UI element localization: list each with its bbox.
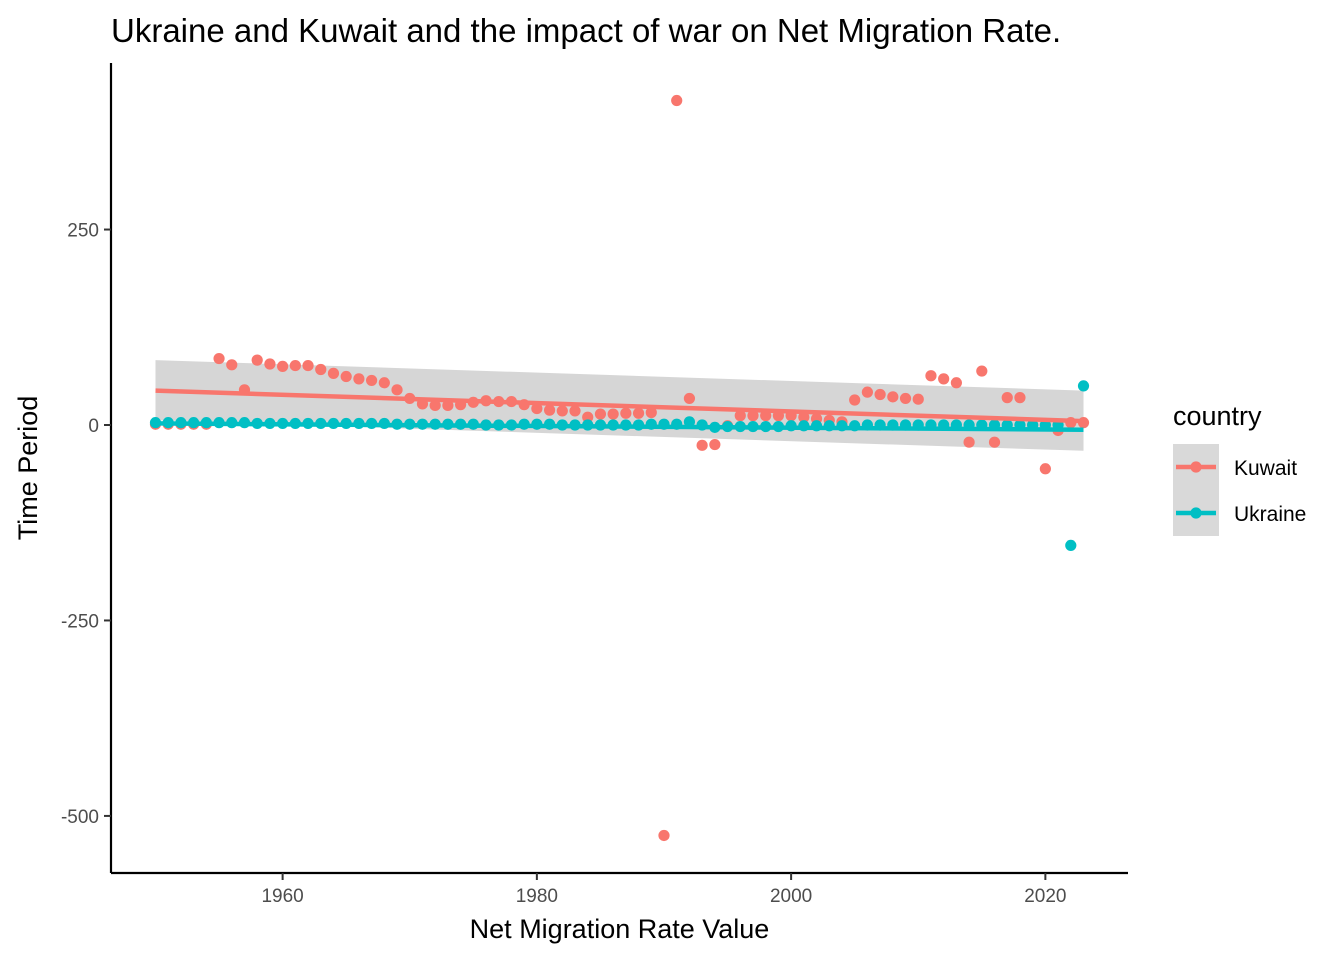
point-kuwait bbox=[671, 94, 683, 107]
point-kuwait bbox=[378, 377, 390, 389]
point-kuwait bbox=[582, 411, 594, 423]
legend-key-background bbox=[1173, 444, 1219, 536]
point-kuwait bbox=[938, 373, 950, 385]
point-kuwait bbox=[251, 354, 263, 366]
point-kuwait bbox=[226, 359, 238, 371]
point-kuwait bbox=[340, 370, 352, 383]
point-kuwait bbox=[556, 405, 568, 417]
legend-title: country bbox=[1173, 401, 1262, 431]
trend-line-kuwait bbox=[155, 388, 1084, 424]
point-kuwait bbox=[912, 393, 924, 405]
point-kuwait bbox=[861, 386, 873, 398]
point-kuwait bbox=[1001, 392, 1013, 404]
y-axis-title: Time Period bbox=[13, 396, 43, 541]
y-tick-label: 250 bbox=[67, 221, 99, 242]
point-kuwait bbox=[874, 388, 886, 401]
point-ukraine bbox=[1077, 380, 1090, 392]
point-kuwait bbox=[264, 358, 276, 370]
point-kuwait bbox=[849, 394, 861, 406]
point-kuwait bbox=[543, 404, 556, 416]
point-kuwait bbox=[213, 352, 225, 365]
point-kuwait bbox=[353, 373, 365, 385]
point-kuwait bbox=[594, 408, 607, 420]
point-kuwait bbox=[289, 359, 301, 372]
x-ticks: 1960 1980 2000 2020 bbox=[261, 873, 1067, 907]
point-kuwait bbox=[963, 436, 975, 448]
point-kuwait bbox=[887, 391, 899, 403]
point-kuwait bbox=[925, 370, 937, 382]
trend-line-ukraine bbox=[155, 421, 1084, 432]
point-kuwait bbox=[315, 363, 327, 376]
point-kuwait bbox=[988, 436, 1001, 448]
points-layer bbox=[149, 94, 1090, 842]
legend-label-ukraine: Ukraine bbox=[1234, 503, 1306, 526]
point-kuwait bbox=[569, 405, 581, 417]
x-axis-title: Net Migration Rate Value bbox=[470, 914, 770, 944]
y-tick-label: -500 bbox=[61, 807, 99, 828]
point-kuwait bbox=[798, 411, 810, 423]
point-kuwait bbox=[645, 406, 657, 419]
point-kuwait bbox=[696, 439, 708, 451]
x-tick-label: 2020 bbox=[1024, 886, 1066, 907]
point-kuwait bbox=[277, 360, 289, 372]
point-kuwait bbox=[1039, 463, 1051, 475]
point-kuwait bbox=[683, 392, 696, 405]
point-kuwait bbox=[658, 829, 670, 842]
x-tick-label: 1960 bbox=[261, 886, 303, 907]
point-kuwait bbox=[302, 359, 314, 372]
point-ukraine bbox=[1065, 539, 1077, 552]
y-tick-label: 0 bbox=[88, 416, 99, 437]
legend-key-point-ukraine bbox=[1190, 507, 1202, 519]
point-kuwait bbox=[950, 377, 962, 389]
legend-items: Kuwait Ukraine bbox=[1173, 444, 1306, 536]
legend: country Kuwait Ukraine bbox=[1173, 401, 1306, 536]
point-kuwait bbox=[899, 392, 912, 405]
legend-label-kuwait: Kuwait bbox=[1234, 457, 1297, 480]
point-ukraine bbox=[683, 416, 696, 428]
point-kuwait bbox=[709, 438, 721, 451]
trend-lines-layer bbox=[155, 388, 1084, 432]
point-kuwait bbox=[632, 407, 645, 419]
point-kuwait bbox=[976, 365, 988, 377]
point-kuwait bbox=[531, 402, 543, 415]
point-kuwait bbox=[620, 407, 632, 419]
point-kuwait bbox=[366, 374, 378, 387]
point-kuwait bbox=[734, 410, 746, 422]
chart-title: Ukraine and Kuwait and the impact of war… bbox=[111, 12, 1061, 49]
point-kuwait bbox=[442, 399, 454, 412]
x-tick-label: 1980 bbox=[516, 886, 558, 907]
point-kuwait bbox=[1014, 392, 1026, 404]
point-kuwait bbox=[391, 384, 403, 396]
point-kuwait bbox=[747, 410, 759, 422]
legend-key-point-kuwait bbox=[1190, 461, 1202, 473]
point-kuwait bbox=[429, 399, 441, 412]
point-kuwait bbox=[327, 367, 340, 379]
y-tick-label: -250 bbox=[61, 611, 99, 632]
x-tick-label: 2000 bbox=[770, 886, 812, 907]
point-kuwait bbox=[607, 408, 619, 420]
y-ticks: 250 0 -250 -500 bbox=[61, 221, 111, 828]
